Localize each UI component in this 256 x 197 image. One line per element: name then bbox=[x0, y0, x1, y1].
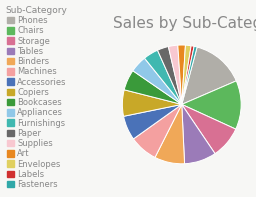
Wedge shape bbox=[182, 104, 215, 164]
Wedge shape bbox=[157, 46, 182, 104]
Wedge shape bbox=[182, 81, 241, 129]
Wedge shape bbox=[155, 104, 185, 164]
Wedge shape bbox=[122, 90, 182, 116]
Wedge shape bbox=[133, 58, 182, 104]
Wedge shape bbox=[124, 104, 182, 139]
Wedge shape bbox=[182, 46, 197, 104]
Text: Sales by Sub-Category: Sales by Sub-Category bbox=[113, 16, 256, 31]
Wedge shape bbox=[168, 45, 182, 104]
Wedge shape bbox=[182, 46, 194, 104]
Wedge shape bbox=[182, 47, 236, 104]
Wedge shape bbox=[133, 104, 182, 157]
Legend: Phones, Chairs, Storage, Tables, Binders, Machines, Accessories, Copiers, Bookca: Phones, Chairs, Storage, Tables, Binders… bbox=[4, 4, 69, 191]
Wedge shape bbox=[124, 71, 182, 104]
Wedge shape bbox=[182, 104, 236, 154]
Wedge shape bbox=[144, 50, 182, 104]
Wedge shape bbox=[182, 45, 191, 104]
Wedge shape bbox=[178, 45, 185, 104]
